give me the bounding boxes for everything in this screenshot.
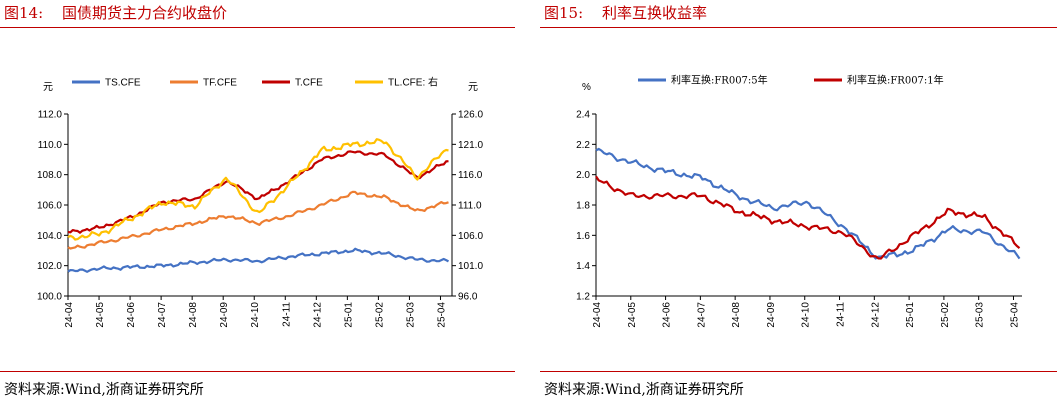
x-tick-label: 25-02 bbox=[374, 302, 385, 328]
legend-label: 利率互换:FR007:1年 bbox=[847, 74, 944, 87]
x-tick-label: 24-11 bbox=[281, 302, 292, 327]
y-tick-label: 102.0 bbox=[37, 261, 62, 272]
legend-label: 利率互换:FR007:5年 bbox=[671, 74, 768, 87]
x-tick-label: 25-03 bbox=[405, 302, 416, 328]
x-tick-label: 25-01 bbox=[905, 302, 916, 328]
series-line-0 bbox=[67, 247, 450, 273]
x-tick-label: 24-12 bbox=[870, 302, 881, 328]
y2-tick-label: 121.0 bbox=[458, 140, 483, 151]
source-divider bbox=[540, 371, 1057, 372]
y2-tick-label: 96.0 bbox=[458, 292, 478, 303]
x-tick-label: 24-08 bbox=[731, 302, 742, 328]
figure-number: 图14: bbox=[4, 4, 44, 22]
y-tick-label: 1.2 bbox=[576, 292, 590, 303]
y-tick-label: 1.6 bbox=[576, 231, 590, 242]
x-tick-label: 24-07 bbox=[696, 302, 707, 328]
futures-price-chart: 元 元 100.0 102.0 104.0 106.0 108.0 110.0 112.0 96.… bbox=[37, 76, 483, 328]
y2-tick-label: 126.0 bbox=[458, 110, 483, 121]
legend-label: TL.CFE: 右 bbox=[388, 76, 438, 89]
x-tick-label: 25-02 bbox=[940, 302, 951, 328]
source-note: 资料来源:Wind,浙商证券研究所 bbox=[4, 382, 204, 398]
x-tick-label: 24-04 bbox=[64, 302, 75, 328]
x-tick-label: 25-03 bbox=[975, 302, 986, 328]
x-tick-label: 24-10 bbox=[250, 302, 261, 328]
figure-title: 图14: 国债期货主力合约收盘价 bbox=[4, 2, 227, 23]
series-line-2 bbox=[67, 150, 449, 234]
y-tick-label: 104.0 bbox=[37, 231, 62, 242]
legend-label: TF.CFE bbox=[203, 78, 237, 89]
y-axis-unit: 元 bbox=[43, 82, 53, 93]
x-tick-label: 25-04 bbox=[436, 302, 447, 328]
title-divider bbox=[540, 27, 1057, 28]
source-note: 资料来源:Wind,浙商证券研究所 bbox=[544, 382, 744, 398]
series-line-3 bbox=[67, 138, 449, 241]
source-divider bbox=[0, 371, 515, 372]
figure-title-text: 国债期货主力合约收盘价 bbox=[62, 4, 228, 22]
series-line-0 bbox=[595, 147, 1021, 260]
y-tick-label: 1.8 bbox=[576, 201, 590, 212]
x-tick-label: 24-06 bbox=[126, 302, 137, 328]
series-line-1 bbox=[595, 175, 1021, 260]
y2-tick-label: 116.0 bbox=[458, 170, 483, 181]
x-tick-label: 24-07 bbox=[157, 302, 168, 328]
y-tick-label: 1.4 bbox=[576, 261, 590, 272]
y-tick-label: 106.0 bbox=[37, 201, 62, 212]
legend-label: T.CFE bbox=[295, 78, 323, 89]
swap-rate-chart: % 1.2 1.4 1.6 1.8 2.0 2.2 2.4 24-04 24-05 24-06 24-… bbox=[576, 74, 1022, 328]
x-tick-label: 24-09 bbox=[766, 302, 777, 328]
x-tick-label: 24-12 bbox=[312, 302, 323, 328]
y-tick-label: 2.4 bbox=[576, 110, 590, 121]
x-tick-label: 24-10 bbox=[801, 302, 812, 328]
x-tick-label: 24-11 bbox=[836, 302, 847, 327]
x-tick-label: 24-06 bbox=[662, 302, 673, 328]
y2-tick-label: 101.0 bbox=[458, 261, 483, 272]
y-tick-label: 2.2 bbox=[576, 140, 590, 151]
y-axis-unit: % bbox=[582, 82, 591, 93]
x-tick-label: 24-05 bbox=[95, 302, 106, 328]
figure-title: 图15: 利率互换收益率 bbox=[544, 2, 707, 23]
figure-number: 图15: bbox=[544, 4, 584, 22]
x-tick-label: 25-01 bbox=[343, 302, 354, 328]
x-tick-label: 25-04 bbox=[1009, 302, 1020, 328]
figure-title-text: 利率互换收益率 bbox=[602, 4, 708, 22]
chart-panel-swap: 图15: 利率互换收益率 % 1.2 1.4 1.6 1.8 2.0 2.2 2.4 24-04 2… bbox=[540, 0, 1057, 402]
y2-tick-label: 106.0 bbox=[458, 231, 483, 242]
chart-panel-futures: 图14: 国债期货主力合约收盘价 元 元 100.0 102.0 104.0 106.0 10… bbox=[0, 0, 515, 402]
x-tick-label: 24-05 bbox=[627, 302, 638, 328]
y2-axis-unit: 元 bbox=[468, 82, 478, 93]
y-tick-label: 2.0 bbox=[576, 170, 590, 181]
y2-tick-label: 111.0 bbox=[458, 201, 482, 212]
x-tick-label: 24-04 bbox=[592, 302, 603, 328]
x-tick-label: 24-08 bbox=[188, 302, 199, 328]
series-line-1 bbox=[67, 190, 449, 250]
legend-label: TS.CFE bbox=[105, 78, 141, 89]
title-divider bbox=[0, 27, 515, 28]
y-tick-label: 108.0 bbox=[37, 170, 62, 181]
x-tick-label: 24-09 bbox=[219, 302, 230, 328]
y-tick-label: 110.0 bbox=[38, 140, 63, 151]
y-tick-label: 100.0 bbox=[37, 292, 62, 303]
y-tick-label: 112.0 bbox=[38, 110, 63, 121]
